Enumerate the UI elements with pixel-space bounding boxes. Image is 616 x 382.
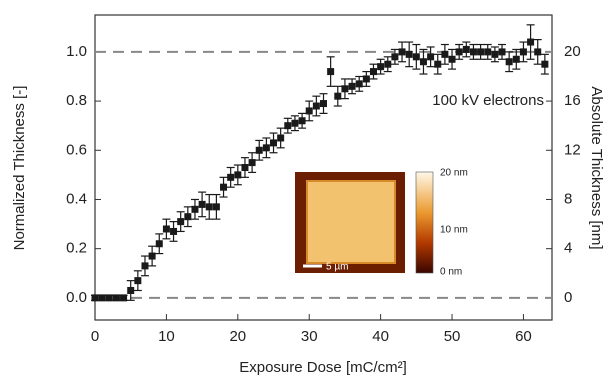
marker xyxy=(156,240,163,247)
marker xyxy=(141,262,148,269)
marker xyxy=(477,48,484,55)
marker xyxy=(170,228,177,235)
y-tick-label: 0.0 xyxy=(66,289,87,306)
marker xyxy=(327,68,334,75)
y-axis-label: Normalized Thickness [-] xyxy=(11,86,28,251)
marker xyxy=(184,213,191,220)
marker xyxy=(420,58,427,65)
x-tick-label: 0 xyxy=(91,328,99,345)
marker xyxy=(263,144,270,151)
marker xyxy=(363,75,370,82)
marker xyxy=(206,203,213,210)
marker xyxy=(391,53,398,60)
marker xyxy=(449,56,456,63)
marker xyxy=(541,61,548,68)
marker xyxy=(92,294,99,301)
marker xyxy=(284,122,291,129)
marker xyxy=(127,287,134,294)
y2-tick-label: 8 xyxy=(564,190,572,207)
marker xyxy=(520,48,527,55)
x-tick-label: 40 xyxy=(372,328,389,345)
marker xyxy=(406,51,413,58)
x-tick-label: 50 xyxy=(444,328,461,345)
marker xyxy=(234,171,241,178)
marker xyxy=(384,61,391,68)
marker xyxy=(177,218,184,225)
x-tick-label: 10 xyxy=(158,328,175,345)
marker xyxy=(291,120,298,127)
marker xyxy=(463,46,470,53)
marker xyxy=(113,294,120,301)
marker xyxy=(484,48,491,55)
marker xyxy=(377,63,384,70)
scale-bar-label: 5 µm xyxy=(326,262,348,273)
marker xyxy=(270,139,277,146)
marker xyxy=(149,253,156,260)
marker xyxy=(320,100,327,107)
marker xyxy=(349,83,356,90)
marker xyxy=(334,93,341,100)
marker xyxy=(163,225,170,232)
marker xyxy=(199,201,206,208)
marker xyxy=(413,53,420,60)
marker xyxy=(306,107,313,114)
marker xyxy=(191,206,198,213)
chart: Normalized Thickness [-] Absolute Thickn… xyxy=(0,0,616,382)
marker xyxy=(249,159,256,166)
marker xyxy=(427,53,434,60)
marker xyxy=(120,294,127,301)
y-tick-label: 1.0 xyxy=(66,43,87,60)
marker xyxy=(434,61,441,68)
y-tick-label: 0.2 xyxy=(66,240,87,257)
inset: 5 µm 20 nm 10 nm 0 nm xyxy=(295,168,468,278)
x-axis-label: Exposure Dose [mC/cm²] xyxy=(239,359,407,376)
marker xyxy=(491,51,498,58)
marker xyxy=(513,56,520,63)
y-tick-label: 0.4 xyxy=(66,190,87,207)
y2-tick-label: 20 xyxy=(564,43,581,60)
marker xyxy=(256,147,263,154)
y2-tick-label: 4 xyxy=(564,240,572,257)
marker xyxy=(506,58,513,65)
colorbar-label: 0 nm xyxy=(440,267,462,278)
y2-tick-label: 12 xyxy=(564,141,581,158)
marker xyxy=(356,80,363,87)
y2-axis-label: Absolute Thickness [nm] xyxy=(588,86,605,249)
marker xyxy=(370,68,377,75)
y2-tick-label: 16 xyxy=(564,92,581,109)
marker xyxy=(299,117,306,124)
marker xyxy=(106,294,113,301)
marker xyxy=(134,277,141,284)
marker xyxy=(241,164,248,171)
marker xyxy=(456,48,463,55)
y2-tick-label: 0 xyxy=(564,289,572,306)
y-tick-label: 0.6 xyxy=(66,141,87,158)
marker xyxy=(399,48,406,55)
colorbar-label: 10 nm xyxy=(440,225,468,236)
plot-frame xyxy=(95,15,552,320)
marker xyxy=(277,134,284,141)
marker xyxy=(341,85,348,92)
marker xyxy=(534,48,541,55)
marker xyxy=(470,48,477,55)
x-tick-label: 30 xyxy=(301,328,318,345)
colorbar-label: 20 nm xyxy=(440,168,468,179)
annotation: 100 kV electrons xyxy=(432,92,544,109)
marker xyxy=(213,203,220,210)
inset-square xyxy=(307,181,395,263)
x-tick-label: 20 xyxy=(229,328,246,345)
marker xyxy=(99,294,106,301)
marker xyxy=(227,174,234,181)
marker xyxy=(499,48,506,55)
x-tick-label: 60 xyxy=(515,328,532,345)
marker xyxy=(441,51,448,58)
colorbar xyxy=(416,172,433,273)
marker xyxy=(527,39,534,46)
marker xyxy=(220,184,227,191)
marker xyxy=(313,103,320,110)
y-tick-label: 0.8 xyxy=(66,92,87,109)
